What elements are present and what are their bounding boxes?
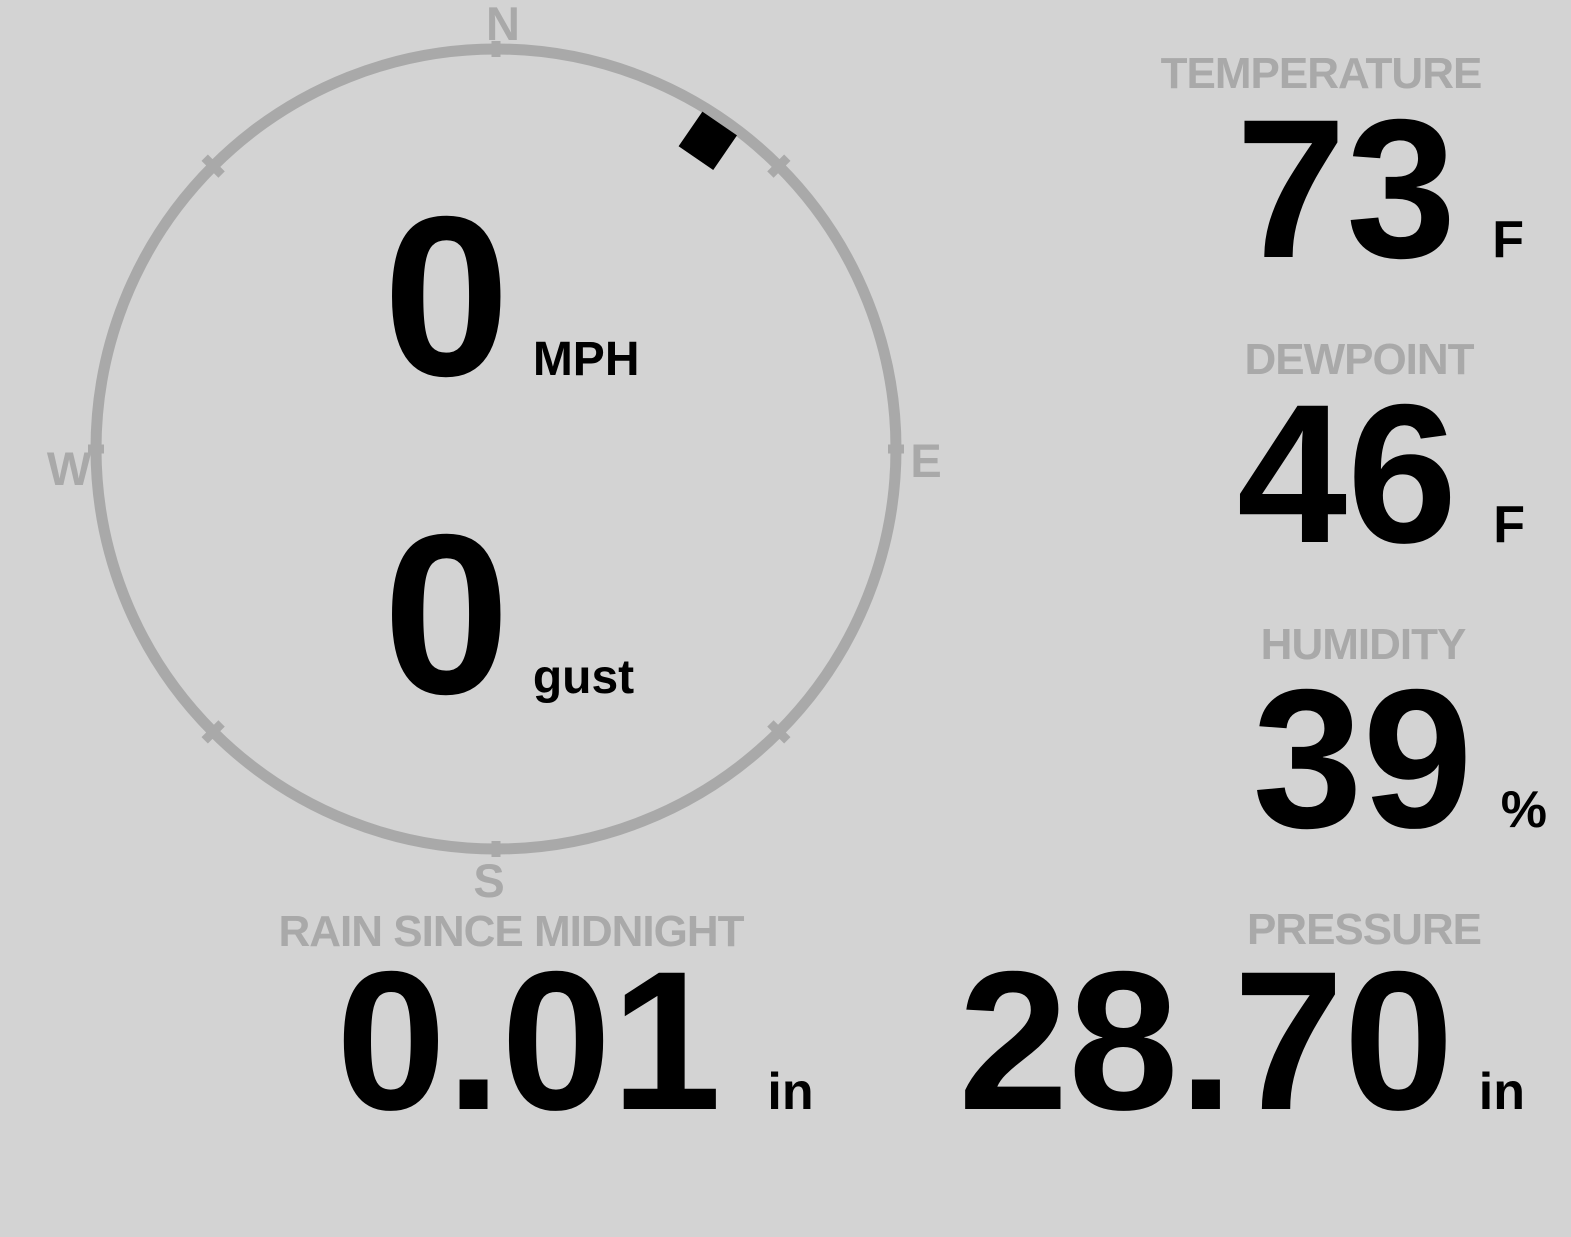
compass-label-north: N — [486, 0, 520, 50]
rain-unit: in — [767, 1063, 814, 1121]
temperature-value: 73 — [1235, 78, 1457, 299]
wind-speed-unit: MPH — [532, 333, 640, 386]
wind-gust-readout: 0 gust — [383, 501, 634, 729]
humidity-unit: % — [1500, 781, 1547, 839]
rain-value: 0.01 — [336, 930, 722, 1151]
wind-speed-value: 0 — [383, 170, 510, 424]
wind-direction-marker-icon — [678, 111, 738, 171]
temperature-readout: 73 F — [1236, 90, 1524, 288]
dewpoint-readout: 46 F — [1237, 375, 1525, 573]
pressure-value: 28.70 — [958, 930, 1454, 1151]
compass-tick-ne — [767, 154, 791, 178]
temperature-label: TEMPERATURE — [1160, 49, 1483, 98]
humidity-value: 39 — [1252, 648, 1473, 869]
pressure-readout: 28.70 in — [958, 942, 1525, 1140]
temperature-unit: F — [1492, 211, 1524, 269]
wind-gust-unit: gust — [532, 651, 635, 704]
wind-speed-readout: 0 MPH — [383, 183, 639, 411]
wind-gust-value: 0 — [383, 488, 510, 742]
compass-label-south: S — [473, 854, 505, 907]
compass-tick-nw — [201, 154, 225, 178]
dewpoint-unit: F — [1493, 496, 1525, 554]
pressure-label: PRESSURE — [1246, 905, 1482, 954]
rain-readout: 0.01 in — [336, 942, 814, 1140]
compass-label-west: W — [46, 442, 92, 495]
dewpoint-label: DEWPOINT — [1244, 335, 1474, 384]
wind-compass-dial — [88, 41, 904, 857]
compass-tick-sw — [201, 720, 225, 744]
dewpoint-value: 46 — [1236, 363, 1458, 584]
compass-tick-se — [767, 720, 791, 744]
humidity-readout: 39 % — [1253, 660, 1548, 858]
humidity-label: HUMIDITY — [1260, 620, 1467, 669]
rain-label: RAIN SINCE MIDNIGHT — [278, 907, 745, 956]
compass-label-east: E — [910, 434, 942, 487]
pressure-unit: in — [1478, 1063, 1525, 1121]
